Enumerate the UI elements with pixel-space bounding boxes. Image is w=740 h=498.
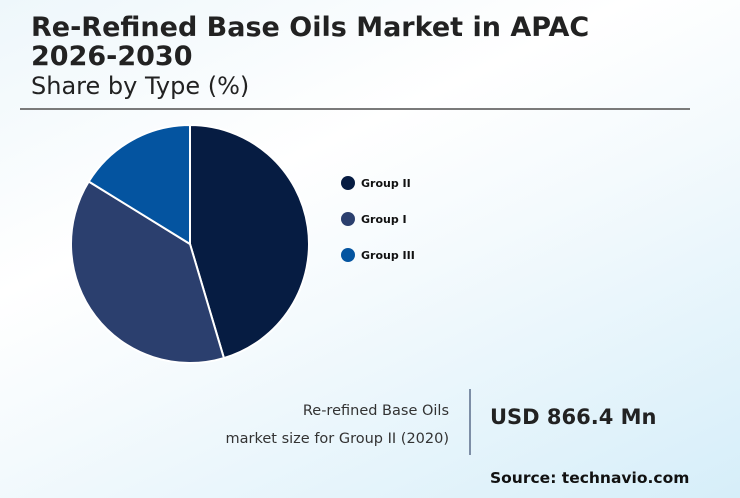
chart-title-line2: 2026-2030 xyxy=(31,41,193,72)
legend: Group II Group I Group III xyxy=(341,174,415,282)
legend-label: Group III xyxy=(361,248,415,262)
legend-label: Group I xyxy=(361,212,407,226)
legend-dot-icon xyxy=(341,176,355,190)
pie-slice-group-ii xyxy=(189,123,310,360)
legend-item-group-iii: Group III xyxy=(341,246,415,264)
pie-slice-group-iii xyxy=(87,123,191,246)
pie-slice-group-i xyxy=(70,180,226,364)
legend-item-group-ii: Group II xyxy=(341,174,415,192)
stat-description: Re-refined Base Oils market size for Gro… xyxy=(226,397,449,453)
source-credit: Source: technavio.com xyxy=(490,469,690,487)
stat-desc-line2: market size for Group II (2020) xyxy=(225,431,449,447)
legend-item-group-i: Group I xyxy=(341,210,415,228)
stat-divider xyxy=(469,389,471,455)
pie-chart xyxy=(70,123,310,364)
chart-subtitle: Share by Type (%) xyxy=(31,72,250,100)
legend-dot-icon xyxy=(341,212,355,226)
title-block: Re-Refined Base Oils Market in APAC 2026… xyxy=(31,13,589,101)
stat-value: USD 866.4 Mn xyxy=(490,405,657,429)
title-divider xyxy=(20,108,690,110)
legend-dot-icon xyxy=(341,248,355,262)
stat-desc-line1: Re-refined Base Oils xyxy=(302,403,449,419)
legend-label: Group II xyxy=(361,176,411,190)
chart-title-line1: Re-Refined Base Oils Market in APAC xyxy=(31,12,590,43)
